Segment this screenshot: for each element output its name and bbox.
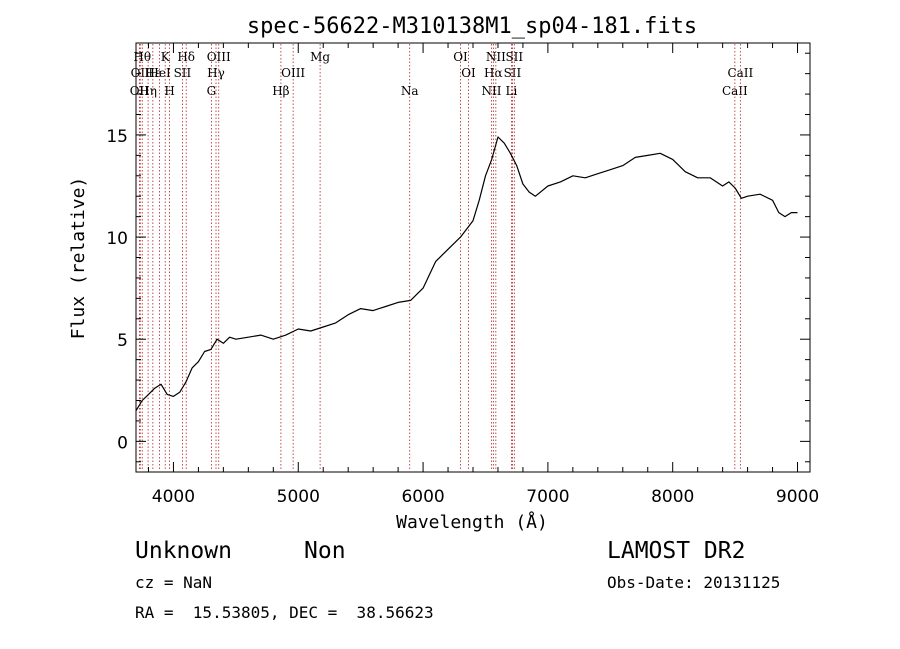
y-tick-label: 10 [106, 229, 128, 249]
x-tick-label: 8000 [651, 487, 694, 507]
x-tick-label: 9000 [776, 487, 819, 507]
line-marker-label: OI [461, 66, 476, 80]
survey-label: LAMOST DR2 [607, 538, 746, 564]
plot-frame [135, 42, 811, 473]
line-marker-label: NII [481, 84, 501, 98]
line-marker-label: OI [453, 50, 468, 64]
y-tick-label: 0 [117, 433, 128, 453]
x-axis-label: Wavelength (Å) [396, 511, 548, 533]
redshift-label: cz = NaN [135, 573, 213, 592]
line-marker-label: Hβ [272, 84, 289, 98]
y-axis: 0 5 10 15 [106, 52, 810, 463]
line-marker-label: OII [130, 84, 150, 98]
coordinates-label: RA = 15.53805, DEC = 38.56623 [135, 603, 434, 622]
line-markers: OIIOIIHθHηHεHeIKHSIIHδGHγOIIIHβOIIIMgNaO… [130, 44, 754, 471]
line-marker-label: SII [505, 50, 523, 64]
line-marker-label: CaII [727, 66, 753, 80]
line-marker-label: Hη [139, 84, 157, 98]
line-marker-label: SII [174, 66, 192, 80]
line-marker-label: Hε [145, 66, 162, 80]
y-tick-label: 5 [117, 331, 128, 351]
x-axis: 4000 5000 6000 7000 8000 9000 [147, 43, 819, 507]
x-tick-label: 4000 [152, 487, 195, 507]
class-label: Unknown [135, 538, 232, 564]
line-marker-label: OIII [207, 50, 231, 64]
line-marker-label: Na [401, 84, 419, 98]
line-marker-label: HeI [148, 66, 171, 80]
chart-title: spec-56622-M310138M1_sp04-181.fits [247, 14, 697, 39]
line-marker-label: OII [131, 66, 151, 80]
line-marker-label: OIII [281, 66, 305, 80]
line-marker-label: Mg [310, 50, 330, 64]
line-marker-label: H [164, 84, 174, 98]
x-tick-label: 5000 [277, 487, 320, 507]
line-marker-label: NII [486, 50, 506, 64]
line-marker-label: Hγ [207, 66, 225, 80]
line-marker-label: G [207, 84, 217, 98]
line-marker-label: Li [506, 84, 518, 98]
y-tick-label: 15 [106, 127, 128, 147]
spectrum-line [135, 136, 798, 412]
x-tick-label: 6000 [401, 487, 444, 507]
spectrum-layer [135, 136, 798, 412]
subclass-label: Non [304, 538, 346, 564]
line-marker-label: SII [504, 66, 522, 80]
line-marker-label: CaII [722, 84, 748, 98]
line-marker-label: Hα [484, 66, 503, 80]
y-axis-label: Flux (relative) [68, 177, 89, 340]
line-marker-label: Hδ [177, 50, 195, 64]
x-tick-label: 7000 [526, 487, 569, 507]
obs-date-label: Obs-Date: 20131125 [607, 573, 781, 592]
line-marker-label: K [161, 50, 171, 64]
